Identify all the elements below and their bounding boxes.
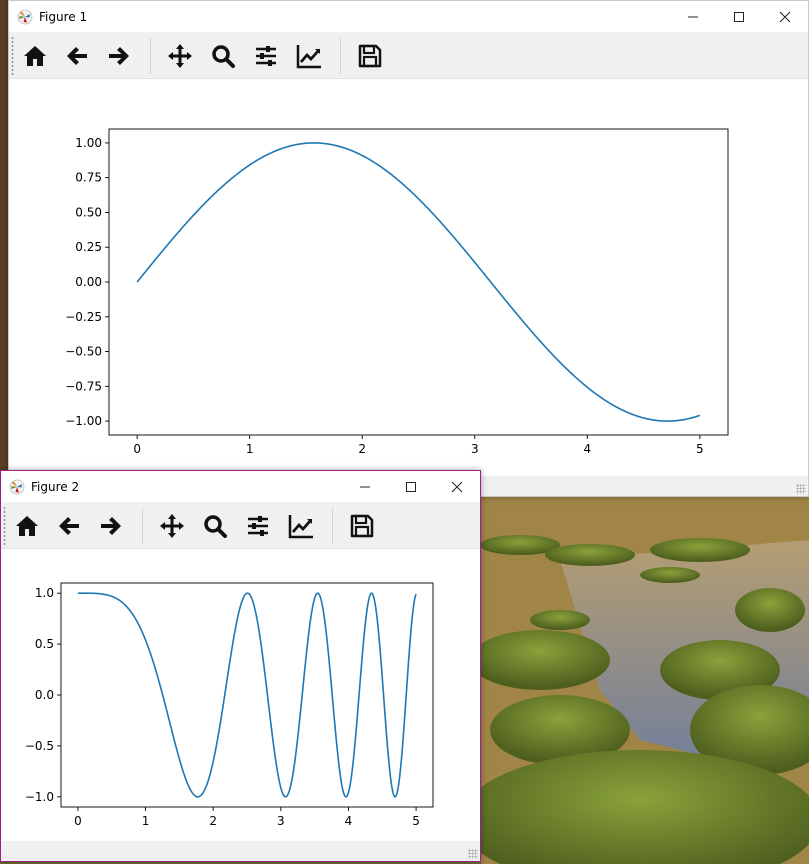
sliders-icon (256, 46, 276, 66)
title-bar[interactable]: Figure 2 (1, 471, 480, 502)
y-tick-label: −0.5 (25, 739, 54, 753)
back-button[interactable] (53, 510, 85, 542)
sliders-icon (248, 516, 268, 536)
back-arrow-icon (67, 47, 87, 65)
y-tick-label: −0.50 (65, 345, 102, 359)
back-button[interactable] (61, 40, 93, 72)
forward-arrow-icon (109, 47, 129, 65)
forward-button[interactable] (103, 40, 135, 72)
magnifier-icon (204, 515, 227, 538)
y-tick-label: −0.25 (65, 310, 102, 324)
matplotlib-app-icon (17, 9, 33, 24)
home-icon (16, 516, 38, 536)
plot-area (108, 128, 729, 436)
save-icon (358, 44, 382, 68)
save-button[interactable] (354, 40, 386, 72)
x-tick-label: 2 (209, 814, 217, 828)
navigation-toolbar (1, 502, 480, 549)
x-tick-label: 0 (74, 814, 82, 828)
home-button[interactable] (19, 40, 51, 72)
figure-1-window[interactable]: Figure 1 0 1 2 3 4 5 1.00 0.75 0.50 0.25 0.00 −0.25… (8, 0, 809, 497)
maximize-button[interactable] (716, 1, 762, 32)
pan-button[interactable] (164, 40, 196, 72)
figure-2-window[interactable]: Figure 2 0 1 2 3 4 5 1.0 0.5 0.0 −0.5 −1.0 (0, 470, 481, 862)
y-tick-label: 0.75 (75, 171, 102, 185)
y-tick-label: 0.0 (35, 688, 54, 702)
toolbar-grip[interactable] (11, 36, 14, 76)
status-bar (1, 841, 480, 861)
figure-canvas[interactable]: 0 1 2 3 4 5 1.0 0.5 0.0 −0.5 −1.0 (1, 549, 480, 841)
maximize-button[interactable] (388, 471, 434, 502)
y-tick-label: 0.5 (35, 637, 54, 651)
y-tick-label: 1.00 (75, 136, 102, 150)
back-arrow-icon (59, 517, 79, 535)
series-line (77, 592, 417, 798)
move-icon (168, 44, 192, 68)
minimize-icon (360, 486, 370, 487)
save-button[interactable] (346, 510, 378, 542)
close-icon (779, 11, 791, 22)
title-bar[interactable]: Figure 1 (9, 1, 808, 32)
move-icon (160, 514, 184, 538)
window-title: Figure 2 (31, 479, 80, 494)
chart-sine: 0 1 2 3 4 5 1.00 0.75 0.50 0.25 0.00 −0.25 −0.50 −0.7… (65, 128, 729, 456)
matplotlib-app-icon (9, 479, 25, 494)
window-title: Figure 1 (39, 9, 88, 24)
edit-axes-button[interactable] (285, 510, 317, 542)
minimize-button[interactable] (670, 1, 716, 32)
toolbar-separator (340, 38, 341, 74)
subplots-button[interactable] (250, 40, 282, 72)
close-button[interactable] (762, 1, 808, 32)
minimize-icon (688, 16, 698, 17)
home-icon (24, 46, 46, 66)
toolbar-separator (142, 508, 143, 544)
home-button[interactable] (11, 510, 43, 542)
trend-chart-icon (296, 45, 321, 69)
edit-axes-button[interactable] (293, 40, 325, 72)
trend-chart-icon (288, 515, 313, 539)
y-tick-label: −0.75 (65, 379, 102, 393)
close-icon (451, 481, 463, 492)
toolbar-separator (332, 508, 333, 544)
x-tick-label: 2 (358, 442, 366, 456)
x-tick-label: 0 (133, 442, 141, 456)
x-tick-label: 4 (345, 814, 353, 828)
subplots-button[interactable] (242, 510, 274, 542)
y-tick-label: −1.00 (65, 414, 102, 428)
y-tick-label: −1.0 (25, 790, 54, 804)
series-line (136, 142, 701, 422)
x-tick-label: 1 (142, 814, 150, 828)
close-button[interactable] (434, 471, 480, 502)
navigation-toolbar (9, 32, 808, 79)
minimize-button[interactable] (342, 471, 388, 502)
x-tick-label: 5 (412, 814, 420, 828)
x-tick-label: 4 (583, 442, 591, 456)
maximize-icon (406, 481, 416, 492)
forward-button[interactable] (95, 510, 127, 542)
magnifier-icon (212, 45, 235, 68)
x-tick-label: 3 (471, 442, 479, 456)
forward-arrow-icon (101, 517, 121, 535)
resize-grip[interactable] (468, 849, 478, 859)
y-tick-label: 0.25 (75, 240, 102, 254)
pan-button[interactable] (156, 510, 188, 542)
x-tick-label: 5 (696, 442, 704, 456)
y-tick-label: 0.00 (75, 275, 102, 289)
plot-area (60, 582, 434, 808)
zoom-button[interactable] (207, 40, 239, 72)
toolbar-grip[interactable] (3, 506, 6, 546)
chart-cosine-squared: 0 1 2 3 4 5 1.0 0.5 0.0 −0.5 −1.0 (25, 582, 434, 828)
save-icon (350, 514, 374, 538)
resize-grip[interactable] (796, 484, 806, 494)
zoom-button[interactable] (199, 510, 231, 542)
x-tick-label: 1 (246, 442, 254, 456)
figure-canvas[interactable]: 0 1 2 3 4 5 1.00 0.75 0.50 0.25 0.00 −0.25 −0.50 −0.7… (9, 79, 808, 476)
y-tick-label: 0.50 (75, 205, 102, 219)
y-tick-label: 1.0 (35, 586, 54, 600)
x-tick-label: 3 (277, 814, 285, 828)
toolbar-separator (150, 38, 151, 74)
maximize-icon (734, 11, 744, 22)
